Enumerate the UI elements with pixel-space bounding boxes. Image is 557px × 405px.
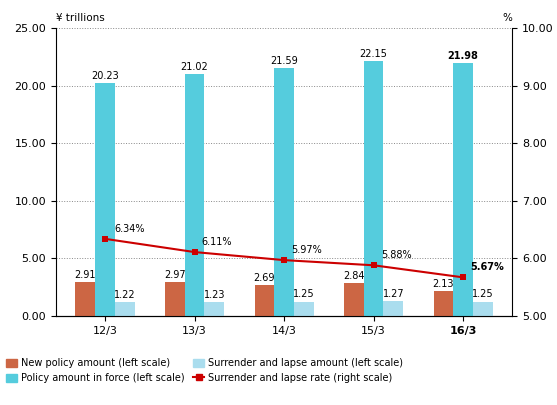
Text: ¥ trillions: ¥ trillions [56, 13, 105, 23]
Bar [95, 83, 115, 316]
Text: 5.97%: 5.97% [291, 245, 322, 255]
Text: 21.98: 21.98 [448, 51, 478, 61]
Bar [75, 282, 95, 316]
Text: 6.11%: 6.11% [202, 237, 232, 247]
Text: 2.97: 2.97 [164, 270, 185, 280]
Bar [364, 61, 383, 316]
Text: 1.22: 1.22 [114, 290, 135, 300]
Text: 1.27: 1.27 [383, 289, 404, 299]
Bar [434, 292, 453, 316]
Text: %: % [502, 13, 512, 23]
Bar [473, 301, 493, 316]
Bar [274, 68, 294, 316]
Text: 21.02: 21.02 [180, 62, 208, 72]
Text: 21.59: 21.59 [270, 55, 298, 66]
Bar [344, 283, 364, 316]
Bar [294, 301, 314, 316]
Text: 2.69: 2.69 [253, 273, 275, 283]
Text: 20.23: 20.23 [91, 71, 119, 81]
Text: 1.25: 1.25 [293, 290, 315, 299]
Bar [185, 74, 204, 316]
Bar [383, 301, 403, 316]
Text: 2.84: 2.84 [343, 271, 365, 281]
Text: 5.67%: 5.67% [470, 262, 504, 272]
Bar [115, 302, 134, 316]
Bar [165, 282, 185, 316]
Text: 1.25: 1.25 [472, 290, 494, 299]
Bar [453, 63, 473, 316]
Text: 22.15: 22.15 [360, 49, 388, 59]
Legend: New policy amount (left scale), Policy amount in force (left scale), Surrender a: New policy amount (left scale), Policy a… [6, 358, 403, 383]
Bar [255, 285, 274, 316]
Text: 1.23: 1.23 [203, 290, 225, 300]
Text: 2.91: 2.91 [75, 271, 96, 280]
Text: 5.88%: 5.88% [381, 250, 412, 260]
Text: 2.13: 2.13 [433, 279, 454, 289]
Bar [204, 302, 224, 316]
Text: 6.34%: 6.34% [114, 224, 144, 234]
